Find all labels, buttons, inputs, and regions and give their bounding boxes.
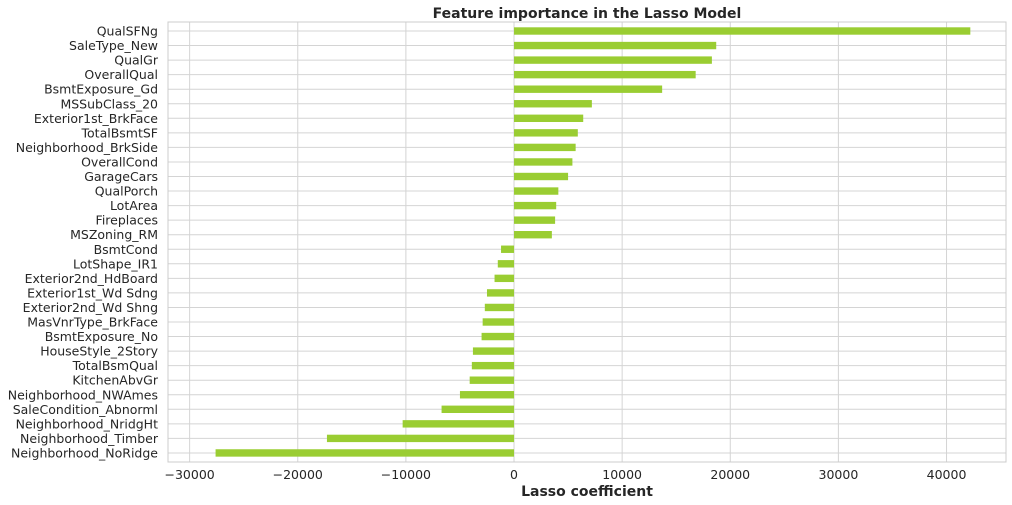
y-tick-label: KitchenAbvGr [72,373,159,388]
y-tick-label: GarageCars [84,169,158,184]
bar [402,420,515,428]
y-tick-label: Neighborhood_NoRidge [11,445,158,460]
x-tick-label: 0 [510,467,518,482]
x-tick-label: 10000 [602,467,642,482]
x-tick-label: −30000 [165,467,215,482]
x-tick-label: 30000 [819,467,859,482]
bar [501,245,515,253]
bars [215,27,971,457]
bar [494,274,515,283]
y-tick-label: Neighborhood_BrkSide [16,140,159,155]
y-tick-label: QualSFNg [97,24,158,39]
chart-title: Feature importance in the Lasso Model [433,6,742,22]
y-tick-label: MSSubClass_20 [60,96,158,111]
bar [514,100,592,108]
x-axis-label: Lasso coefficient [521,484,653,500]
y-tick-label: Exterior1st_Wd Sdng [27,285,158,300]
bar [514,85,663,93]
bar [514,231,552,239]
y-tick-label: MasVnrType_BrkFace [27,315,158,330]
x-tick-label: 40000 [927,467,967,482]
bar [514,172,569,181]
y-tick-label: SaleType_New [69,38,158,53]
bar [514,216,556,224]
y-tick-label: BsmtExposure_Gd [44,82,158,97]
bar [459,391,515,399]
bar [514,201,557,210]
bar [514,143,576,152]
y-tick-label: Fireplaces [96,213,158,228]
bar [484,303,515,312]
y-tick-label: MSZoning_RM [70,227,158,242]
y-tick-label: HouseStyle_2Story [40,344,158,359]
y-tick-label: Neighborhood_NridgHt [16,416,159,431]
y-tick-label: LotShape_IR1 [73,256,158,271]
bar [514,70,696,79]
bar [486,289,515,297]
bar [441,405,515,413]
y-tick-label: TotalBsmQual [72,358,158,373]
bar [514,27,971,35]
bar [215,449,515,457]
bar [469,376,515,384]
bar [326,434,515,443]
y-tick-label: BsmtCond [94,242,158,257]
y-tick-label: BsmtExposure_No [45,329,158,344]
y-tick-label: Neighborhood_NWAmes [8,387,158,402]
bar [514,129,578,137]
bar [482,318,515,326]
y-tick-labels: QualSFNgSaleType_NewQualGrOverallQualBsm… [8,24,159,461]
bar [472,347,515,355]
bar [514,158,573,166]
bar [471,361,515,370]
y-tick-label: TotalBsmtSF [81,125,158,140]
bar [514,41,717,50]
y-tick-label: Exterior2nd_Wd Shng [23,300,158,315]
y-tick-label: OverallCond [81,154,158,169]
bar [514,114,584,122]
y-tick-label: Exterior1st_BrkFace [34,111,158,126]
x-tick-labels: −30000 −20000 −10000 0 10000 20000 30000 40000 [165,467,967,482]
bar [497,260,515,268]
y-tick-label: Neighborhood_Timber [20,431,159,446]
y-tick-label: SaleCondition_Abnorml [13,402,158,417]
plot-frame [167,21,1007,463]
y-tick-label: Exterior2nd_HdBoard [25,271,158,286]
bar [514,56,712,64]
y-tick-label: OverallQual [84,67,158,82]
x-tick-label: −10000 [381,467,431,482]
y-tick-label: QualGr [114,53,159,68]
x-tick-label: 20000 [710,467,750,482]
y-tick-label: QualPorch [95,184,158,199]
y-tick-label: LotArea [110,198,158,213]
x-tick-label: −20000 [273,467,323,482]
bar [481,332,515,341]
bar [514,187,559,195]
